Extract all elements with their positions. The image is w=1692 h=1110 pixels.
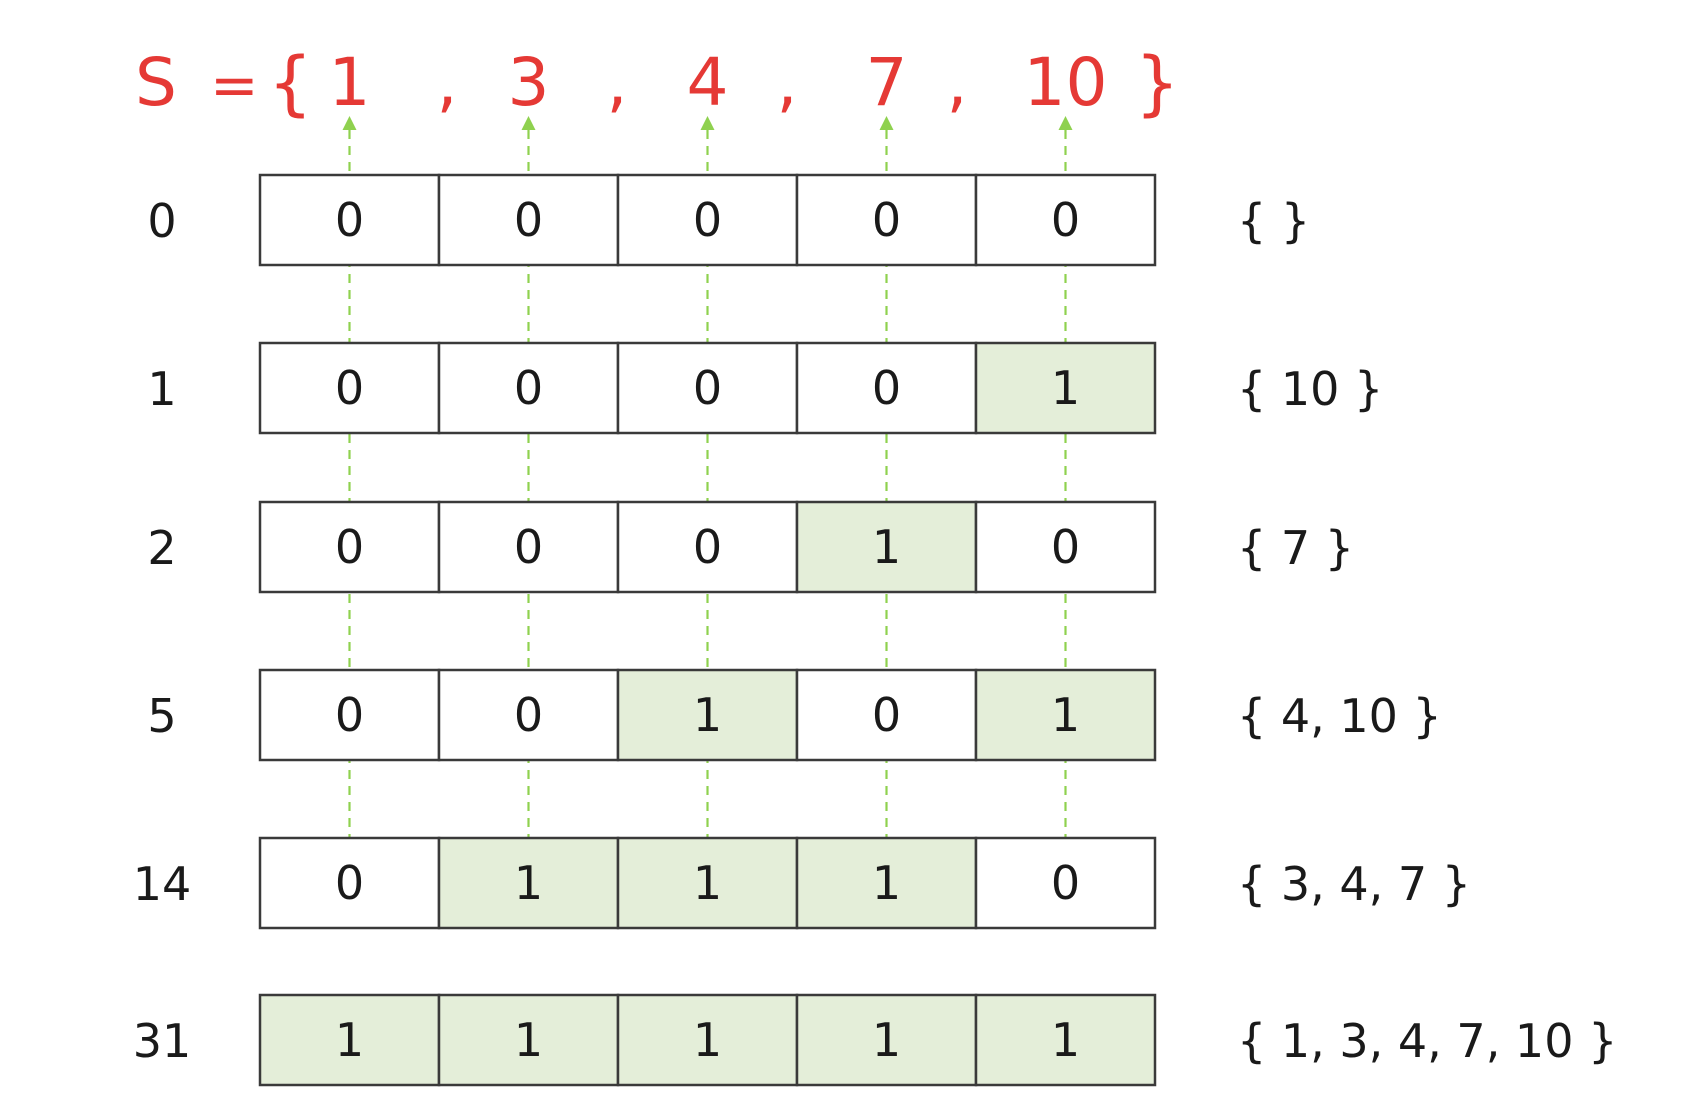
bit-value: 1 (693, 856, 722, 910)
bit-value: 0 (335, 688, 364, 742)
bit-value: 0 (335, 193, 364, 247)
set-name: S (135, 44, 177, 121)
bit-value: 0 (514, 193, 543, 247)
set-element: 1 (329, 44, 371, 121)
bit-value: 1 (1051, 1013, 1080, 1067)
bitmask-row: 0 0 0 0 0 0 { } (147, 173, 1310, 267)
row-number-label: 2 (147, 521, 176, 575)
up-arrow-icon (521, 116, 536, 130)
bitmask-row: 2 0 0 0 1 0 { 7 } (147, 500, 1354, 594)
bitmask-row: 14 0 1 1 1 0 { 3, 4, 7 } (133, 836, 1471, 930)
bit-value: 0 (335, 361, 364, 415)
bit-cell-off (437, 668, 620, 762)
bitmask-row: 31 1 1 1 1 1 { 1, 3, 4, 7, 10 } (133, 993, 1617, 1087)
row-number-label: 31 (133, 1014, 192, 1068)
set-separator: , (947, 44, 968, 121)
bit-value: 0 (872, 193, 901, 247)
subset-label: { 4, 10 } (1237, 689, 1442, 743)
subset-label: { } (1237, 194, 1310, 248)
bit-value: 0 (514, 688, 543, 742)
bit-cell-on (437, 993, 620, 1087)
up-arrow-icon (1058, 116, 1073, 130)
set-element: 10 (1024, 44, 1108, 121)
bit-value: 1 (872, 520, 901, 574)
bit-cell-off (616, 341, 799, 435)
set-separator: , (607, 44, 628, 121)
bitmask-row: 1 0 0 0 0 1 { 10 } (147, 341, 1383, 435)
bit-cell-off (437, 173, 620, 267)
set-equals-sign: = (210, 51, 259, 119)
bit-cell-on (974, 993, 1157, 1087)
bitmask-row: 5 0 0 1 0 1 { 4, 10 } (147, 668, 1442, 762)
subset-label: { 1, 3, 4, 7, 10 } (1237, 1014, 1617, 1068)
subset-label: { 3, 4, 7 } (1237, 857, 1471, 911)
bit-value: 0 (1051, 520, 1080, 574)
bit-cell-on (258, 993, 441, 1087)
bit-value: 0 (872, 361, 901, 415)
bit-value: 1 (1051, 688, 1080, 742)
bit-cell-on (974, 668, 1157, 762)
bit-cell-off (974, 836, 1157, 930)
bit-value: 0 (1051, 856, 1080, 910)
bit-cell-on (795, 993, 978, 1087)
bit-cell-off (616, 500, 799, 594)
bit-value: 0 (335, 856, 364, 910)
set-separator: , (437, 44, 458, 121)
row-number-label: 5 (147, 689, 176, 743)
bit-cell-off (974, 173, 1157, 267)
bit-cell-on (616, 668, 799, 762)
bit-value: 0 (872, 688, 901, 742)
row-number-label: 14 (133, 857, 192, 911)
bit-value: 1 (693, 688, 722, 742)
bit-value: 1 (693, 1013, 722, 1067)
bit-value: 0 (693, 193, 722, 247)
row-number-label: 1 (147, 362, 176, 416)
bit-value: 1 (1051, 361, 1080, 415)
bit-value: 1 (872, 856, 901, 910)
up-arrow-icon (342, 116, 357, 130)
bit-cell-on (974, 341, 1157, 435)
subset-label: { 10 } (1237, 362, 1383, 416)
bit-cell-on (795, 836, 978, 930)
row-number-label: 0 (147, 194, 176, 248)
bit-value: 0 (514, 361, 543, 415)
bit-cell-off (258, 173, 441, 267)
set-element: 4 (687, 44, 729, 121)
up-arrow-icon (700, 116, 715, 130)
bit-cell-off (974, 500, 1157, 594)
bit-cell-on (616, 836, 799, 930)
set-definition: S = { } 1 3 4 7 10,,,, (135, 42, 1180, 124)
subset-label: { 7 } (1237, 521, 1354, 575)
bit-cell-off (258, 500, 441, 594)
up-arrow-icon (879, 116, 894, 130)
bit-cell-off (616, 173, 799, 267)
bit-value: 0 (1051, 193, 1080, 247)
bit-value: 1 (872, 1013, 901, 1067)
bit-value: 1 (514, 856, 543, 910)
bit-value: 1 (514, 1013, 543, 1067)
bit-value: 0 (514, 520, 543, 574)
set-open-brace: { (268, 42, 313, 124)
bit-value: 0 (693, 520, 722, 574)
bit-value: 1 (335, 1013, 364, 1067)
set-element: 3 (508, 44, 550, 121)
set-element: 7 (866, 44, 908, 121)
bit-cell-off (795, 668, 978, 762)
bit-cell-off (437, 500, 620, 594)
bit-cell-off (258, 836, 441, 930)
bit-value: 0 (693, 361, 722, 415)
set-separator: , (777, 44, 798, 121)
bit-value: 0 (335, 520, 364, 574)
bit-cell-on (616, 993, 799, 1087)
bitmask-rows: 0 0 0 0 0 0 { } 1 0 0 0 0 1 { 10 } 2 0 0 0 1 0 { 7 } 5 0 0 1 0 1 { … (133, 173, 1617, 1087)
set-close-brace: } (1135, 42, 1180, 124)
bit-cell-off (795, 341, 978, 435)
